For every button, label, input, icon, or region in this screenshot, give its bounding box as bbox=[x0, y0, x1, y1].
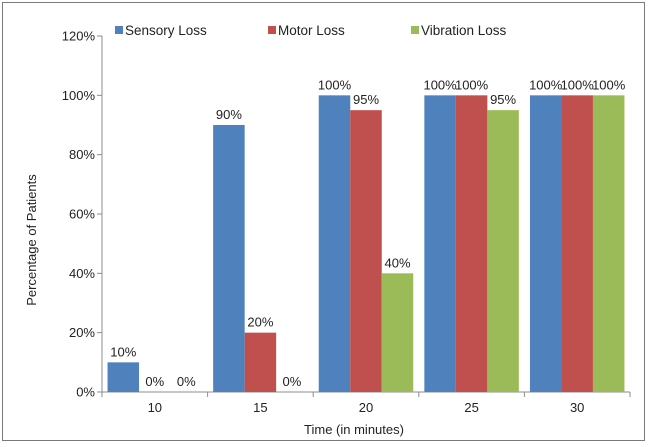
legend-label: Motor Loss bbox=[278, 23, 345, 38]
data-label: 20% bbox=[247, 315, 273, 330]
bar bbox=[487, 110, 519, 393]
bar bbox=[561, 95, 593, 392]
y-tick-label: 20% bbox=[69, 325, 95, 340]
data-label: 0% bbox=[177, 374, 196, 389]
x-axis-title: Time (in minutes) bbox=[304, 422, 404, 437]
bar bbox=[244, 332, 277, 392]
data-label: 0% bbox=[283, 374, 302, 389]
y-tick-label: 0% bbox=[76, 385, 95, 400]
data-label: 0% bbox=[145, 374, 164, 389]
legend-swatch bbox=[268, 26, 276, 34]
data-label: 100% bbox=[455, 77, 489, 92]
data-label: 95% bbox=[490, 92, 516, 107]
y-tick-label: 120% bbox=[62, 29, 96, 44]
data-label: 100% bbox=[318, 77, 352, 92]
bar bbox=[592, 95, 625, 392]
data-label: 95% bbox=[353, 92, 379, 107]
bar bbox=[455, 95, 488, 392]
legend-swatch bbox=[115, 26, 123, 34]
y-axis: 0% 20% 40% 60% 80% 100% 120% bbox=[62, 29, 103, 400]
y-tick-label: 80% bbox=[69, 147, 95, 162]
data-labels: 10%0% 0%90%20%0%100%95%40%100%100%95%100%… bbox=[110, 77, 625, 389]
x-tick-label: 15 bbox=[253, 400, 267, 415]
legend-swatch bbox=[411, 26, 419, 34]
y-axis-title: Percentage of Patients bbox=[24, 174, 39, 306]
chart-legend: Sensory Loss Motor Loss Vibration Loss bbox=[115, 23, 507, 38]
data-label: 100% bbox=[423, 77, 457, 92]
bar bbox=[381, 273, 414, 392]
chart-frame: Sensory Loss Motor Loss Vibration Loss 0% 2… bbox=[2, 2, 645, 441]
y-tick-label: 40% bbox=[69, 266, 95, 281]
data-label: 10% bbox=[110, 344, 136, 359]
legend-label: Sensory Loss bbox=[125, 23, 207, 38]
bar bbox=[529, 95, 562, 392]
x-tick-label: 20 bbox=[359, 400, 373, 415]
data-label: 100% bbox=[529, 77, 563, 92]
data-label: 100% bbox=[592, 77, 626, 92]
y-tick-label: 60% bbox=[69, 207, 95, 222]
bar bbox=[107, 362, 140, 392]
bar bbox=[318, 95, 351, 392]
bar-series-group bbox=[107, 95, 625, 393]
y-tick-label: 100% bbox=[62, 88, 96, 103]
data-label: 90% bbox=[216, 107, 242, 122]
x-tick-label: 25 bbox=[464, 400, 478, 415]
bar-chart: Sensory Loss Motor Loss Vibration Loss 0% 2… bbox=[24, 23, 631, 437]
bar bbox=[213, 125, 245, 392]
legend-label: Vibration Loss bbox=[421, 23, 507, 38]
x-axis: 10 15 20 25 30 bbox=[101, 391, 631, 415]
data-label: 100% bbox=[561, 77, 595, 92]
bar bbox=[424, 95, 456, 392]
x-tick-label: 30 bbox=[570, 400, 584, 415]
bar bbox=[350, 110, 382, 393]
data-label: 40% bbox=[384, 255, 410, 270]
x-tick-label: 10 bbox=[148, 400, 162, 415]
